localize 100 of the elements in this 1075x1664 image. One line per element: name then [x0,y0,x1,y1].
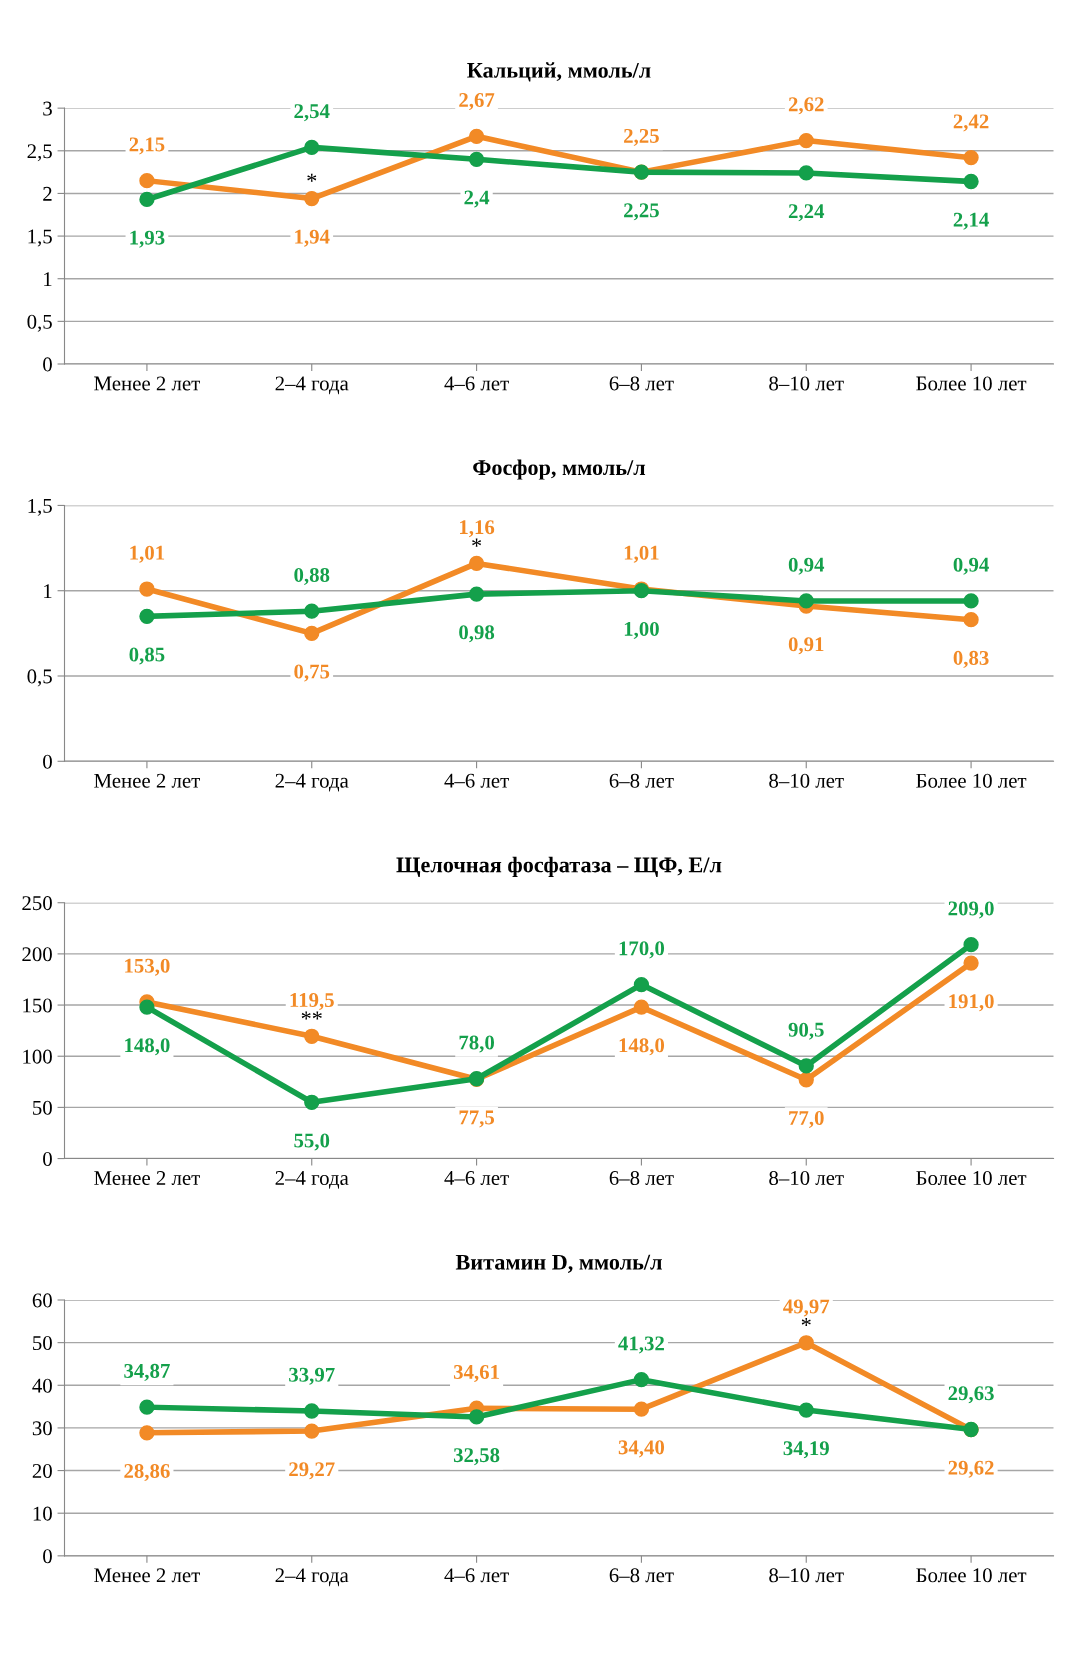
x-tick-label: Менее 2 лет [94,773,200,788]
y-tick-label: 50 [33,1100,52,1115]
x-tick-label: 6–8 лет [609,1568,674,1583]
x-tick-label: 2–4 года [275,1568,349,1587]
y-tick-label: 2 [43,186,52,201]
point [139,608,155,624]
data-label: 90,5 [788,1022,824,1040]
point [304,139,320,156]
data-label: 49,97 [783,1299,830,1317]
x-tick-label: 2–4 года [275,1171,349,1189]
x-tick-label: 6–8 лет [609,376,674,391]
point [304,1423,320,1439]
y-tick-label: 40 [32,1378,52,1393]
data-label: 2,62 [788,97,824,115]
point [304,1403,320,1419]
data-label: 2,54 [294,104,330,122]
point [798,1072,814,1088]
data-label: 2,67 [459,93,495,111]
point [304,1028,320,1044]
x-tick-label: 2–4 года [275,376,349,395]
x-tick-label: 8–10 лет [769,773,844,788]
data-label: 2,4 [464,190,490,208]
point [798,132,814,149]
x-tick-label: Менее 2 лет [94,1568,200,1583]
x-tick-label: 2–4 года [275,773,349,792]
y-tick-label: 60 [32,1293,52,1308]
data-label: 119,5 [290,993,334,1011]
data-label: 1,01 [130,545,165,563]
point [798,165,814,181]
point [963,149,979,166]
data-label: 0,94 [788,557,825,575]
point [798,1058,814,1074]
point [139,581,155,597]
x-tick-label: 8–10 лет [769,376,844,391]
y-tick-label: 50 [33,1336,52,1351]
data-label: 34,19 [783,1441,829,1459]
data-label: 78,0 [459,1035,495,1053]
data-label: 2,15 [129,137,165,155]
data-label: 1,93 [130,230,165,248]
point [963,612,979,628]
x-tick-label: Менее 2 лет [94,1171,200,1186]
x-tick-label: 4–6 лет [444,773,509,788]
data-label: 34,40 [618,1440,665,1458]
data-label: 148,0 [619,1038,665,1056]
data-label: 2,25 [624,128,659,146]
annotation: ** [301,1011,322,1020]
annotation: * [307,173,317,182]
point [633,976,650,993]
point [633,1401,650,1417]
data-label: 77,0 [789,1110,824,1128]
point [633,1372,650,1388]
x-tick-label: Менее 2 лет [94,376,200,391]
data-label: 0,98 [459,625,495,643]
y-tick-label: 1,5 [28,498,52,516]
point [139,173,155,189]
annotation: * [472,538,482,547]
point [468,128,485,144]
y-tick-label: 0,5 [27,314,52,332]
x-tick-label: 4–6 лет [444,376,509,391]
y-tick-label: 250 [22,896,52,911]
x-tick-label: Более 10 лет [916,376,1027,391]
data-label: 1,94 [295,229,330,247]
data-label: 191,0 [949,994,994,1012]
point [798,1402,814,1418]
x-tick-label: 6–8 лет [609,1170,674,1186]
y-tick-label: 200 [22,947,52,962]
point [304,603,320,619]
data-label: 1,00 [624,621,659,639]
y-tick-label: 0 [43,357,52,372]
x-tick-label: Более 10 лет [916,1568,1027,1583]
point [139,1399,155,1415]
data-label: 34,87 [124,1363,170,1381]
data-label: 29,62 [948,1460,994,1478]
data-label: 2,14 [953,212,989,230]
point [139,999,155,1015]
data-label: 2,24 [788,204,825,222]
data-label: 34,61 [453,1365,499,1383]
data-label: 0,83 [953,650,989,668]
point [468,151,485,167]
data-label: 29,63 [948,1386,994,1404]
x-tick-label: 6–8 лет [609,773,674,788]
data-label: 33,97 [289,1367,335,1385]
y-tick-label: 1 [44,272,52,286]
data-label: 0,75 [294,664,330,682]
x-tick-label: Более 10 лет [916,1170,1027,1186]
data-label: 28,86 [124,1463,170,1482]
data-label: 0,94 [953,557,989,575]
x-tick-label: Более 10 лет [916,773,1027,788]
point [304,625,320,641]
y-tick-label: 3 [43,101,52,116]
y-tick-label: 1 [44,584,52,598]
data-label: 55,0 [294,1133,330,1151]
point [963,593,979,609]
data-label: 148,0 [125,1038,170,1056]
y-tick-label: 20 [32,1463,52,1478]
y-tick-label: 150 [23,998,52,1013]
point [633,999,650,1015]
point [468,586,485,602]
data-label: 209,0 [948,901,994,919]
point [304,1094,320,1110]
